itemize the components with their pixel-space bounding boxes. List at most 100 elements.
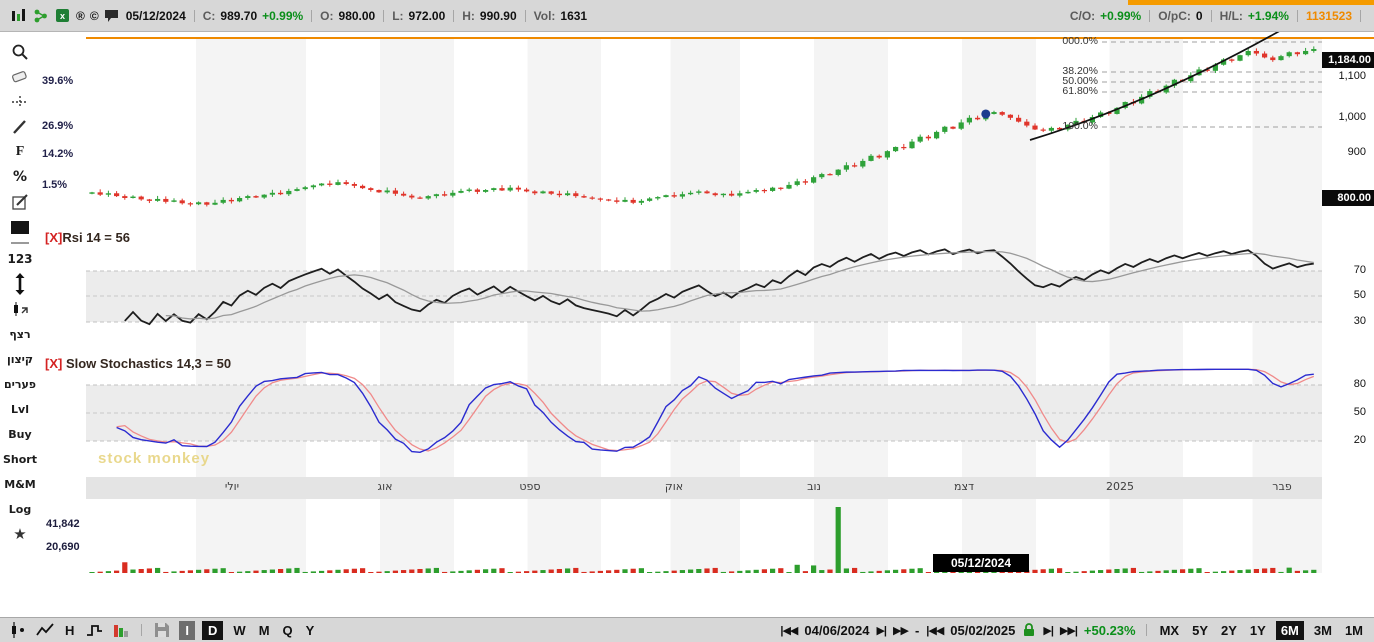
chart-type-line-button[interactable]: [35, 620, 55, 640]
favorite-star-icon[interactable]: ★: [13, 525, 27, 543]
fast-forward-button[interactable]: ▶▶: [893, 624, 909, 637]
selected-candle-dot: [981, 109, 991, 119]
fib-label-0: 000.0%: [1062, 35, 1098, 47]
step-forward-end-button[interactable]: ▶|: [1043, 624, 1054, 637]
chart-svg[interactable]: [40, 32, 1374, 617]
stoch-title-text: Slow Stochastics 14,3 = 50: [62, 356, 232, 371]
stoch-remove-icon[interactable]: [X]: [45, 356, 63, 371]
co-label: C/O:: [1069, 8, 1096, 23]
drawing-toolbar: F % 123 רצף קיצון פערים Lvl Buy Short M&…: [0, 32, 40, 617]
stoch-tick: 80: [1353, 378, 1366, 390]
low-value: 972.00: [408, 8, 446, 23]
filled-box-tool[interactable]: [3, 217, 37, 237]
yearly-button[interactable]: Y: [305, 622, 315, 638]
range-5y-button[interactable]: 5Y: [1192, 622, 1208, 638]
range-2y-button[interactable]: 2Y: [1221, 622, 1237, 638]
percent-tool[interactable]: %: [12, 169, 28, 185]
extreme-tool[interactable]: קיצון: [6, 352, 34, 366]
mm-tool[interactable]: M&M: [4, 477, 36, 491]
fib-label-500: 50.00%: [1062, 75, 1098, 87]
save-button[interactable]: [152, 620, 172, 640]
search-tool[interactable]: [3, 42, 37, 62]
hl-label: H/L:: [1219, 8, 1243, 23]
range-change-percent: +50.23%: [1083, 622, 1136, 638]
share-icon[interactable]: [32, 7, 49, 24]
logo-chart-icon[interactable]: [10, 7, 27, 24]
rsi-indicator-title[interactable]: [X]Rsi 14 = 56: [45, 230, 130, 245]
month-label: אוג: [377, 480, 393, 493]
range-1y-button[interactable]: 1Y: [1249, 622, 1266, 638]
price-tick: 1,000: [1338, 111, 1366, 123]
range-mx-button[interactable]: MX: [1159, 622, 1180, 638]
candle-pattern-tool[interactable]: [3, 299, 37, 319]
intraday-button[interactable]: I: [179, 620, 196, 640]
rsi-tick: 50: [1353, 289, 1366, 301]
step-forward-button[interactable]: ▶|: [876, 624, 887, 637]
chart-type-step-button[interactable]: [84, 620, 104, 640]
log-scale-tool[interactable]: Log: [8, 502, 32, 516]
stoch-lines-layer: [116, 368, 1315, 454]
sidebar-divider: [11, 242, 29, 244]
range-3m-button[interactable]: 3M: [1313, 622, 1332, 638]
rsi-lines-layer: [124, 248, 1314, 326]
pct-axis-tick: 1.5%: [42, 179, 68, 191]
month-label: נוב: [807, 480, 821, 493]
quarterly-button[interactable]: Q: [282, 622, 293, 638]
month-label: 2025: [1106, 480, 1134, 493]
range-dash: -: [914, 622, 920, 638]
registered-mark-icon[interactable]: ®: [76, 8, 85, 23]
month-label: דצמ: [953, 480, 974, 493]
chart-canvas[interactable]: 39.6% 26.9% 14.2% 1.5% 1,184.00 1,100 1,…: [40, 32, 1374, 617]
gaps-tool[interactable]: פערים: [3, 377, 37, 391]
volume-value: 1631: [560, 8, 588, 23]
range-1m-button[interactable]: 1M: [1344, 622, 1363, 638]
weekly-button[interactable]: W: [233, 622, 246, 638]
buy-tool[interactable]: Buy: [8, 427, 32, 441]
short-tool[interactable]: Short: [3, 452, 37, 466]
stoch-tick: 50: [1353, 406, 1366, 418]
histogram-icon: [114, 625, 129, 637]
fib-label-100: 100.0%: [1062, 120, 1098, 132]
sequence-tool[interactable]: רצף: [9, 327, 31, 341]
monthly-button[interactable]: M: [258, 622, 270, 638]
range-start-date[interactable]: 04/06/2024: [804, 622, 870, 638]
separator: [524, 9, 526, 22]
close-label: C:: [202, 8, 216, 23]
chart-type-candles-button[interactable]: [8, 620, 28, 640]
go-first-button[interactable]: |◀◀: [780, 624, 798, 637]
rsi-tick: 70: [1353, 264, 1366, 276]
high-value: 990.90: [479, 8, 517, 23]
chart-type-h-button[interactable]: H: [65, 622, 75, 638]
fibonacci-tool[interactable]: F: [15, 144, 25, 159]
eraser-tool[interactable]: [3, 67, 37, 87]
crosshair-tool[interactable]: [3, 92, 37, 112]
range-end-date[interactable]: 05/02/2025: [950, 622, 1016, 638]
go-first-end-button[interactable]: |◀◀: [926, 624, 944, 637]
price-tick: 1,100: [1338, 70, 1366, 82]
level-tool[interactable]: Lvl: [11, 402, 29, 416]
numbers-tool[interactable]: 123: [7, 252, 33, 266]
range-6m-button[interactable]: 6M: [1275, 620, 1304, 640]
fib-label-618: 61.80%: [1062, 85, 1098, 97]
stoch-indicator-title[interactable]: [X] Slow Stochastics 14,3 = 50: [45, 356, 231, 371]
measure-tool[interactable]: [3, 273, 37, 295]
lock-icon[interactable]: [1022, 620, 1036, 640]
separator: [311, 9, 313, 22]
separator: [1145, 624, 1147, 636]
pct-axis-tick: 39.6%: [42, 75, 74, 87]
annotate-tool[interactable]: [3, 192, 37, 212]
copyright-mark-icon[interactable]: ©: [89, 8, 99, 23]
excel-export-icon[interactable]: x: [54, 7, 71, 24]
comment-bubble-icon[interactable]: [104, 7, 121, 24]
step-chart-icon: [87, 625, 103, 636]
go-last-button[interactable]: ▶▶|: [1059, 624, 1078, 637]
chart-type-histogram-button[interactable]: [111, 620, 131, 640]
daily-button[interactable]: D: [202, 620, 224, 640]
volume-scale-label: 41,842: [46, 518, 80, 530]
trendline-tool[interactable]: [3, 117, 37, 137]
separator: [193, 9, 195, 22]
rsi-title-text: Rsi 14 = 56: [62, 230, 130, 245]
rsi-remove-icon[interactable]: [X]: [45, 230, 63, 245]
rsi-tick: 30: [1353, 315, 1366, 327]
